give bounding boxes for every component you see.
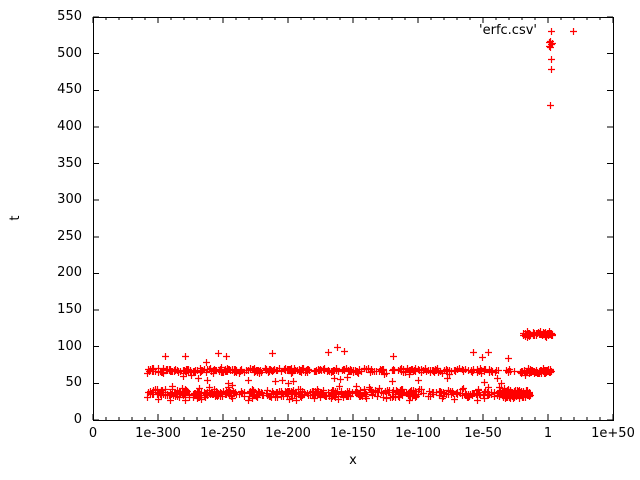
y-tick-label: 0 bbox=[73, 412, 82, 427]
y-axis-title: t bbox=[8, 215, 23, 221]
x-tick-label: 1e-250 bbox=[200, 426, 246, 441]
x-tick-label: 1e-100 bbox=[395, 426, 441, 441]
x-tick-label: 1 bbox=[543, 426, 553, 441]
y-tick-label: 250 bbox=[57, 228, 82, 244]
y-tick-label: 350 bbox=[57, 155, 82, 171]
y-tick-label: 200 bbox=[57, 265, 82, 281]
x-tick-label: 0 bbox=[88, 426, 98, 441]
legend-plus-marker-icon bbox=[570, 28, 577, 35]
y-tick-label: 100 bbox=[57, 338, 82, 354]
y-tick-label: 550 bbox=[57, 9, 82, 24]
x-tick-label: 1e-150 bbox=[330, 426, 376, 441]
y-tick-label: 150 bbox=[57, 302, 82, 318]
y-tick-label: 300 bbox=[57, 192, 82, 208]
x-axis-title: x bbox=[349, 453, 357, 468]
y-tick-label: 50 bbox=[65, 375, 82, 391]
x-tick-label: 1e-200 bbox=[265, 426, 311, 441]
x-tick-label: 1e+50 bbox=[591, 426, 635, 441]
x-tick-label: 1e-300 bbox=[135, 426, 181, 441]
legend-label: 'erfc.csv' bbox=[479, 23, 537, 38]
scatter-points-erfc-series bbox=[144, 28, 556, 404]
y-tick-label: 400 bbox=[57, 118, 82, 134]
y-tick-label: 500 bbox=[57, 45, 82, 61]
x-tick-label: 1e-50 bbox=[464, 426, 502, 441]
y-tick-label: 450 bbox=[57, 82, 82, 98]
